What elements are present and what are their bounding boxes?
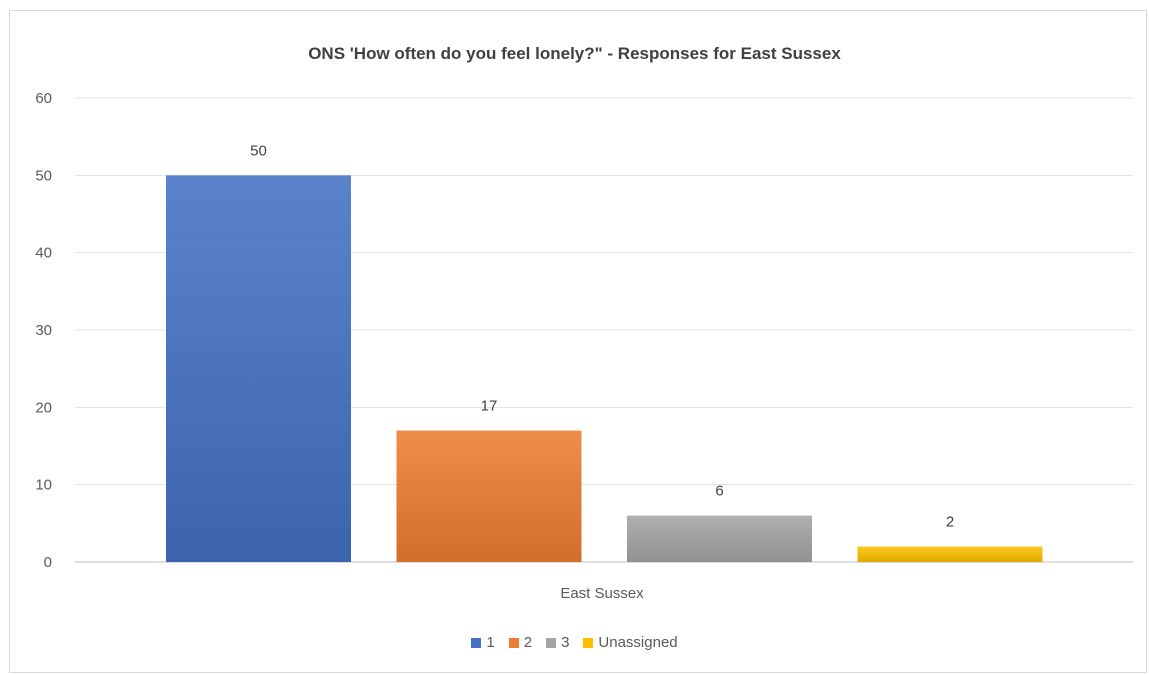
y-tick-label: 20 [35, 399, 52, 416]
data-label: 17 [481, 398, 498, 415]
legend: 1 2 3 Unassigned [0, 634, 1149, 651]
legend-label: 2 [523, 634, 533, 651]
bar-series-3 [627, 515, 812, 562]
bar-series-1 [166, 175, 351, 563]
legend-swatch [546, 637, 557, 648]
bar-series-unassigned [857, 546, 1043, 562]
data-labels: 50 17 6 2 [250, 142, 954, 530]
bars [166, 175, 1043, 563]
y-tick-label: 10 [35, 477, 52, 494]
y-tick-label: 0 [44, 554, 52, 571]
legend-swatch [583, 637, 594, 648]
legend-label: Unassigned [598, 634, 678, 651]
legend-item: 2 [508, 634, 533, 651]
y-tick-label: 30 [35, 322, 52, 339]
legend-item: 1 [471, 634, 495, 651]
data-label: 50 [250, 142, 267, 159]
legend-swatch [508, 637, 519, 648]
legend-item: Unassigned [583, 634, 678, 651]
y-axis-tick-labels: 0 10 20 30 40 50 60 [35, 90, 52, 571]
y-tick-label: 40 [35, 245, 52, 262]
y-tick-label: 60 [35, 90, 52, 107]
legend-label: 3 [561, 634, 570, 651]
data-label: 6 [715, 483, 723, 500]
legend-swatch [471, 637, 482, 648]
data-label: 2 [946, 514, 954, 531]
x-category-label: East Sussex [560, 585, 644, 602]
bar-series-2 [396, 430, 582, 562]
y-tick-label: 50 [35, 167, 52, 184]
legend-label: 1 [486, 634, 495, 651]
x-axis-category-labels: East Sussex [560, 585, 644, 602]
legend-item: 3 [546, 634, 569, 651]
chart-title: ONS 'How often do you feel lonely?" - Re… [308, 44, 841, 63]
